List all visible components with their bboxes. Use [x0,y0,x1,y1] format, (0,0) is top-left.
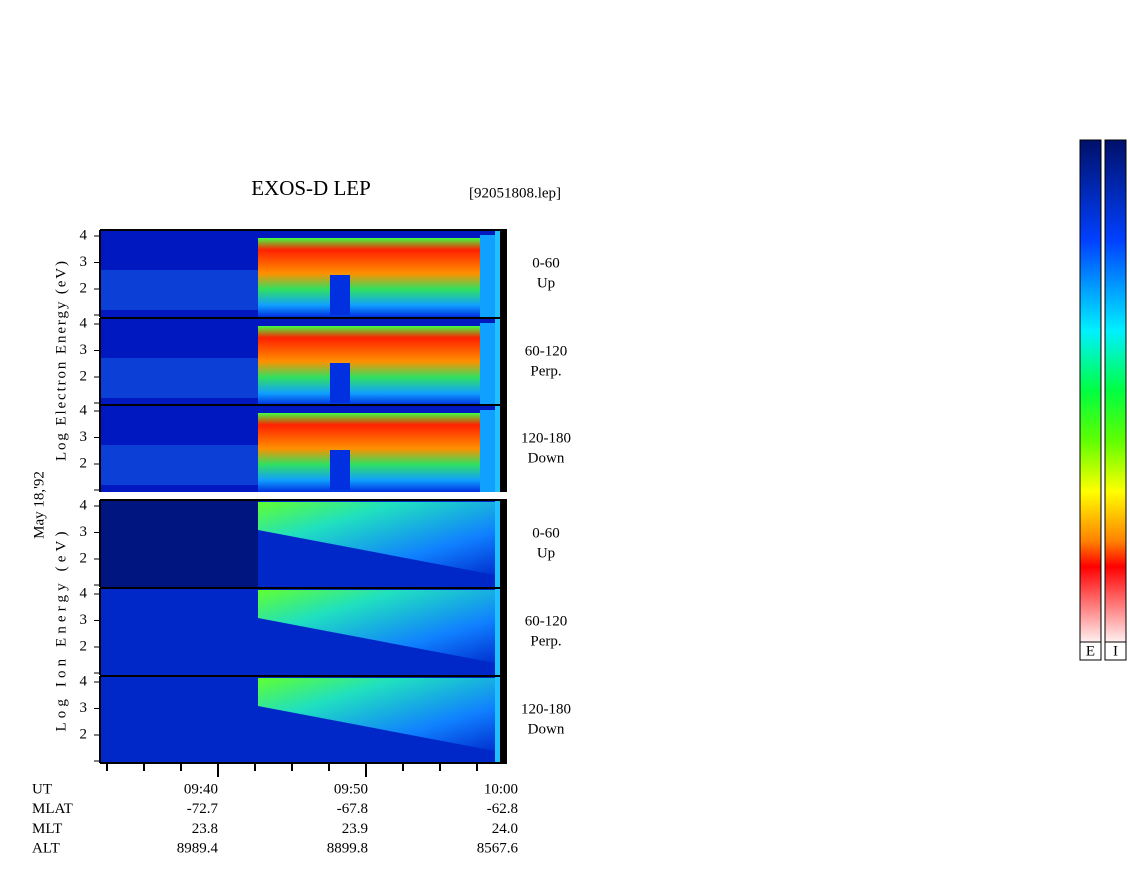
spectrogram-hot [258,326,480,405]
spectrogram-edge [500,588,507,675]
direction-label: Down [528,450,565,466]
spectrogram-tail [480,323,495,405]
spectrogram-edge [495,230,500,317]
energy-tick-label: 3 [80,254,88,270]
spectrogram-edge [495,676,500,763]
energy-tick-label: 2 [80,455,88,471]
file-name: [92051808.lep] [469,185,561,201]
y-axis-label: Log Electron Energy (eV) [53,261,69,461]
energy-tick-label: 3 [80,612,88,628]
colorbar-box [1079,641,1102,661]
ephemeris-value: -72.7 [187,801,219,817]
spectrogram-hot [258,502,495,575]
spectrogram-noise [100,500,258,587]
ephemeris-label: MLAT [32,801,73,817]
spectrogram-hot [258,678,495,751]
angle-label: 0-60 [532,255,560,271]
spectrogram-gap [330,275,350,315]
energy-tick-label: 2 [80,280,88,296]
energy-tick-label: 2 [80,638,88,654]
ephemeris-value: 09:40 [184,781,218,797]
energy-tick-label: 4 [80,315,88,331]
spectrogram-edge [500,230,507,317]
ephemeris-label: MLT [32,821,62,837]
spectrogram-bg [100,270,258,310]
spectrogram-edge [495,500,500,587]
energy-tick-label: 4 [80,497,88,513]
spectrogram-edge [500,405,507,492]
spectrogram-edge [500,318,507,405]
spectrogram-hot [258,413,480,492]
ephemeris-value: 10:00 [484,781,518,797]
spectrogram-edge [495,405,500,492]
spectrogram-bg [100,445,258,485]
energy-tick-label: 2 [80,368,88,384]
spectrogram-tail [480,235,495,317]
spectrogram-gap [330,363,350,403]
colorbar [1079,139,1102,643]
direction-label: Up [537,545,555,561]
colorbar-box [1104,641,1127,661]
spectrogram-edge [495,318,500,405]
ephemeris-label: ALT [32,841,60,857]
ephemeris-value: 23.8 [192,821,218,837]
energy-tick-label: 2 [80,550,88,566]
direction-label: Perp. [530,363,561,379]
title: EXOS-D LEP [251,176,371,200]
ephemeris-value: 09:50 [334,781,368,797]
ephemeris-value: -67.8 [337,801,368,817]
energy-tick-label: 3 [80,429,88,445]
spectrogram-edge [495,588,500,675]
colorbar-label: I [1113,643,1118,659]
spectrogram-tail [480,410,495,492]
spectrogram-hot [258,238,480,317]
energy-tick-label: 3 [80,524,88,540]
energy-tick-label: 3 [80,342,88,358]
energy-tick-label: 3 [80,700,88,716]
date: May 18,'92 [31,471,47,539]
energy-tick-label: 4 [80,673,88,689]
direction-label: Perp. [530,633,561,649]
spectrogram-hot [258,590,495,663]
angle-label: 120-180 [521,701,571,717]
ephemeris-value: 8567.6 [477,841,519,857]
ephemeris-value: -62.8 [487,801,518,817]
y-axis-label: Log Ion Energy (eV) [53,532,69,732]
angle-label: 60-120 [525,343,568,359]
colorbar [1104,139,1127,643]
direction-label: Down [528,721,565,737]
spectrogram-gap [330,450,350,490]
ephemeris-value: 8899.8 [327,841,368,857]
angle-label: 60-120 [525,613,568,629]
direction-label: Up [537,275,555,291]
ephemeris-value: 24.0 [492,821,518,837]
energy-tick-label: 2 [80,726,88,742]
ephemeris-value: 8989.4 [177,841,219,857]
colorbar-label: E [1086,643,1095,659]
energy-tick-label: 4 [80,227,88,243]
energy-tick-label: 4 [80,402,88,418]
spectrogram-bg [100,358,258,398]
spectrogram-edge [500,676,507,763]
ephemeris-value: 23.9 [342,821,368,837]
angle-label: 120-180 [521,430,571,446]
angle-label: 0-60 [532,525,560,541]
spectrogram-edge [500,500,507,587]
energy-tick-label: 4 [80,585,88,601]
plots: Log Electron Energy (eV) 4 3 2 0-60 Up 4 3 2 60-1… [32,227,571,856]
ephemeris-label: UT [32,781,52,797]
